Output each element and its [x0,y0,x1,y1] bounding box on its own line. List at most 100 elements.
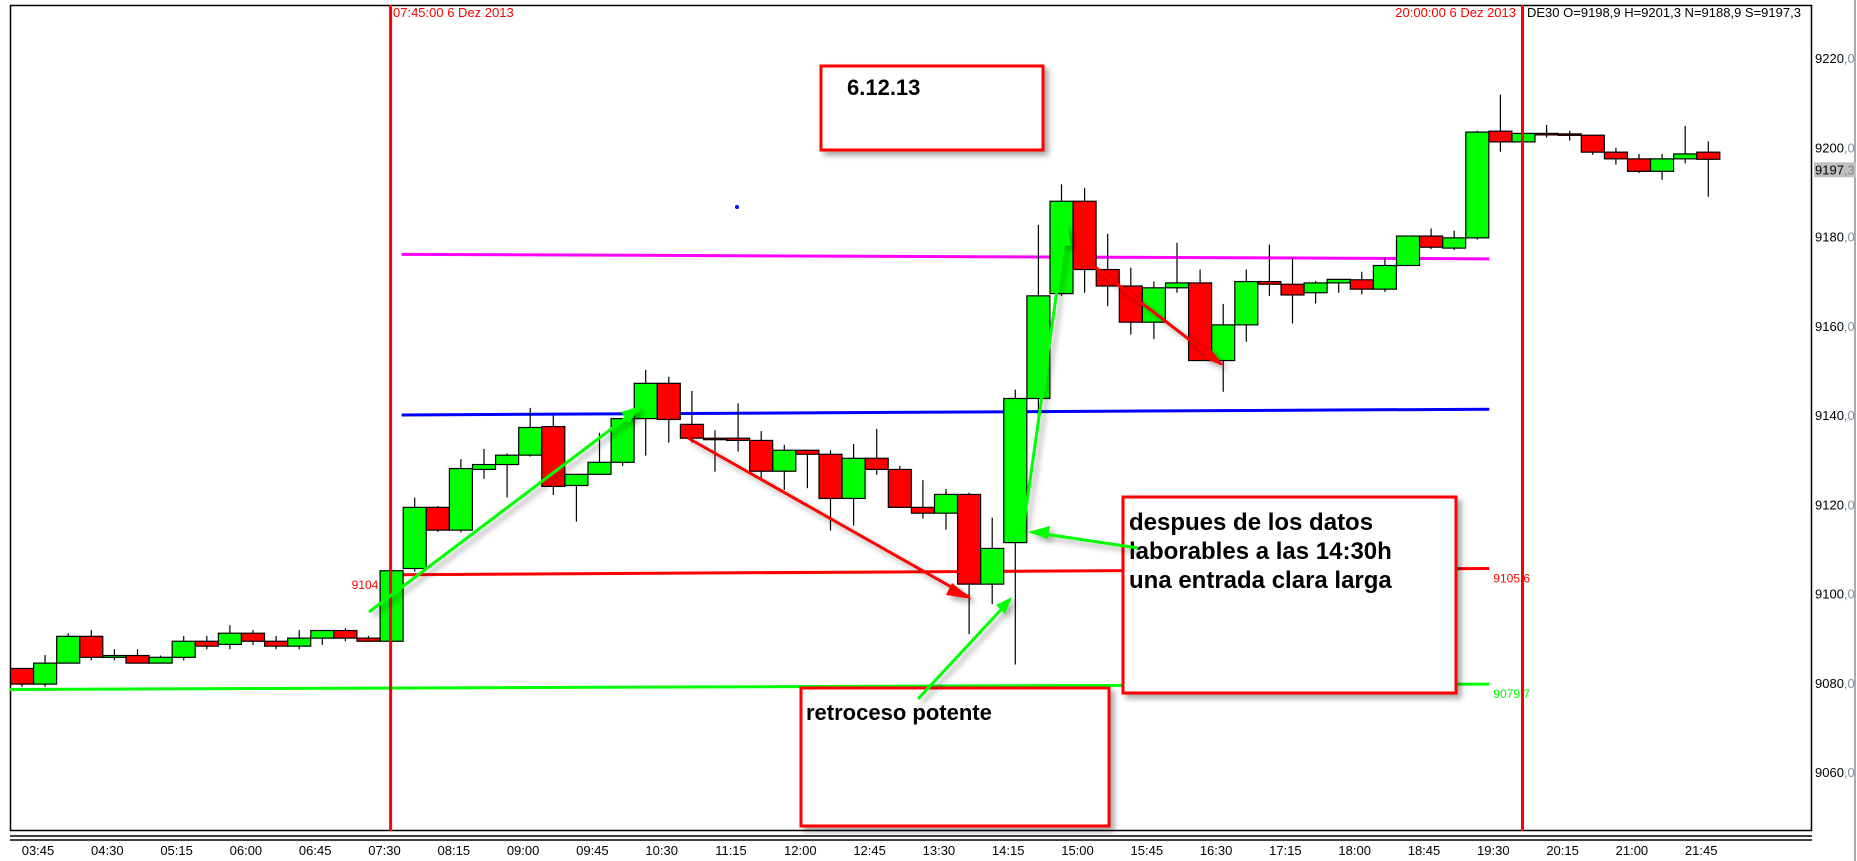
candle[interactable] [171,635,196,661]
candle-body [1326,278,1351,284]
candle[interactable] [79,630,104,661]
candle[interactable] [1696,141,1721,197]
x-tick-label: 12:00 [784,843,817,858]
y-tick-label: 9140,0 [1815,408,1855,423]
y-tick-label: 9100,0 [1815,587,1855,602]
candle[interactable] [495,453,520,498]
candle[interactable] [1603,147,1629,165]
candle-body [333,629,358,639]
candle[interactable] [587,432,612,475]
pullback-text: retroceso potente [806,700,992,725]
y-axis: 9220,0 9200,0 9180,0 9160,0 9140,0 9120,0 9100… [1814,51,1856,780]
candle[interactable] [1003,389,1028,665]
candle-body [1234,280,1259,326]
candle[interactable] [1257,244,1282,296]
level-line-magenta[interactable] [401,252,1490,261]
candle-body [56,635,81,664]
candle[interactable] [956,492,982,635]
candle-body [1164,282,1190,289]
level-label-red-start: 9104,2 [352,578,389,592]
candle-body [1442,237,1467,249]
x-tick-label: 07:30 [368,843,401,858]
candle[interactable] [725,403,751,452]
y-tick-label: 9060,0 [1815,765,1855,780]
candle[interactable] [56,633,81,664]
level-line-blue[interactable] [401,407,1490,417]
candle-body [402,506,427,570]
candle[interactable] [1465,130,1490,240]
candle-body [1395,235,1421,267]
candle[interactable] [402,497,427,572]
candle[interactable] [1580,134,1605,155]
candle[interactable] [1211,303,1236,392]
date-annotation[interactable]: 6.12.13 [819,64,1045,152]
candle-body [864,457,889,471]
x-tick-label: 05:15 [160,843,193,858]
x-tick-label: 15:45 [1131,843,1164,858]
candle[interactable] [1187,269,1213,362]
candle-body [32,662,58,685]
candle[interactable] [656,376,681,443]
x-tick-label: 09:45 [576,843,609,858]
candle[interactable] [564,473,589,522]
candle-body [1557,133,1582,136]
candle-body [772,449,797,472]
candle[interactable] [425,506,450,532]
candle-body [264,640,289,647]
news-line-1: despues de los datos [1129,509,1373,536]
instrument-readout: DE30 O=9198,9 H=9201,3 N=9188,9 S=9197,3 [1527,5,1801,20]
arrowhead-icon [1203,348,1224,366]
candle[interactable] [471,448,497,479]
candle[interactable] [749,431,774,481]
arrowhead-icon [621,406,641,423]
pullback-annotation[interactable]: retroceso potente [799,686,1111,828]
x-tick-label: 06:45 [299,843,332,858]
candle[interactable] [795,449,820,489]
candle-body [725,437,751,442]
candle[interactable] [679,390,705,443]
candle[interactable] [333,628,358,642]
level-label-green-end: 9079,7 [1493,687,1530,701]
candle[interactable] [864,428,889,475]
candle[interactable] [1072,187,1097,293]
candle-body [1673,153,1698,160]
candle-body [1488,130,1513,143]
candle-body [956,493,982,585]
candle-body [587,461,612,475]
candle[interactable] [1372,257,1398,292]
arrowhead-icon [996,597,1012,614]
candle-body [356,637,381,642]
candle[interactable] [541,415,566,495]
candle-body [1696,151,1721,160]
x-tick-label: 10:30 [645,843,678,858]
candle[interactable] [841,444,866,526]
candle[interactable] [1442,230,1467,250]
candle[interactable] [518,407,543,457]
candle[interactable] [772,444,797,490]
candle[interactable] [887,465,912,508]
x-tick-label: 12:45 [853,843,886,858]
candle-body [1303,282,1328,294]
candle[interactable] [9,667,35,687]
candle[interactable] [148,655,173,664]
candle[interactable] [1649,153,1675,180]
candle[interactable] [448,459,473,533]
cursor-left-label: 07:45:00 6 Dez 2013 [393,5,514,20]
y-tick-label: 9180,0 [1815,230,1855,245]
news-annotation[interactable]: despues de los datos laborables a las 14… [1121,495,1458,695]
y-tick-label: 9200,0 [1815,140,1855,155]
candle-body [287,637,312,647]
candle[interactable] [1303,281,1328,304]
candle[interactable] [980,517,1005,605]
candle[interactable] [1234,269,1259,342]
candle[interactable] [240,630,266,645]
candle[interactable] [610,417,635,466]
candle[interactable] [32,655,58,687]
candle[interactable] [1395,235,1421,267]
candle[interactable] [287,630,312,650]
candle[interactable] [933,489,959,530]
x-tick-label: 21:00 [1616,843,1649,858]
plot-border [9,4,1813,832]
candle-body [1465,131,1490,239]
